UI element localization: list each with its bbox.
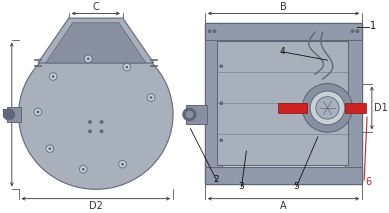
Circle shape xyxy=(123,63,131,71)
FancyBboxPatch shape xyxy=(205,167,362,184)
Circle shape xyxy=(82,168,85,171)
Circle shape xyxy=(350,29,354,33)
Circle shape xyxy=(310,91,345,125)
Circle shape xyxy=(219,138,223,142)
FancyBboxPatch shape xyxy=(345,103,366,113)
Circle shape xyxy=(356,29,359,33)
Text: 6: 6 xyxy=(365,177,371,187)
Circle shape xyxy=(19,40,173,189)
Circle shape xyxy=(79,166,87,173)
Circle shape xyxy=(219,64,223,68)
FancyBboxPatch shape xyxy=(345,40,362,167)
Text: 3: 3 xyxy=(239,182,244,191)
Circle shape xyxy=(34,108,42,116)
Circle shape xyxy=(100,130,103,133)
Text: 5: 5 xyxy=(294,182,300,191)
Circle shape xyxy=(48,147,51,150)
FancyBboxPatch shape xyxy=(205,40,222,167)
Circle shape xyxy=(84,55,92,63)
Circle shape xyxy=(3,109,15,120)
Circle shape xyxy=(49,73,57,80)
Circle shape xyxy=(121,163,124,166)
Circle shape xyxy=(100,120,103,124)
FancyBboxPatch shape xyxy=(205,23,362,184)
Circle shape xyxy=(147,94,155,101)
Circle shape xyxy=(183,108,196,121)
Circle shape xyxy=(119,161,126,168)
FancyBboxPatch shape xyxy=(7,107,21,122)
FancyBboxPatch shape xyxy=(278,103,307,113)
Text: D2: D2 xyxy=(89,201,103,212)
Circle shape xyxy=(213,29,216,33)
Text: C: C xyxy=(93,1,99,12)
Text: 1: 1 xyxy=(370,22,376,32)
Circle shape xyxy=(88,130,92,133)
FancyBboxPatch shape xyxy=(205,23,362,40)
Text: D1: D1 xyxy=(374,103,387,113)
Text: A: A xyxy=(280,201,287,212)
Polygon shape xyxy=(46,23,146,63)
FancyBboxPatch shape xyxy=(217,42,348,165)
Text: 4: 4 xyxy=(279,47,285,56)
Text: 2: 2 xyxy=(214,176,219,184)
Circle shape xyxy=(126,66,128,69)
Polygon shape xyxy=(38,18,154,63)
FancyBboxPatch shape xyxy=(186,105,207,124)
Circle shape xyxy=(46,145,54,152)
Text: E: E xyxy=(2,109,8,119)
Circle shape xyxy=(186,111,193,118)
Circle shape xyxy=(88,120,92,124)
Circle shape xyxy=(302,83,352,132)
Circle shape xyxy=(52,75,54,78)
Circle shape xyxy=(87,57,90,60)
Circle shape xyxy=(37,111,39,113)
Circle shape xyxy=(150,96,152,99)
Circle shape xyxy=(208,29,212,33)
Text: B: B xyxy=(280,1,287,12)
Circle shape xyxy=(219,101,223,105)
Circle shape xyxy=(316,97,339,119)
